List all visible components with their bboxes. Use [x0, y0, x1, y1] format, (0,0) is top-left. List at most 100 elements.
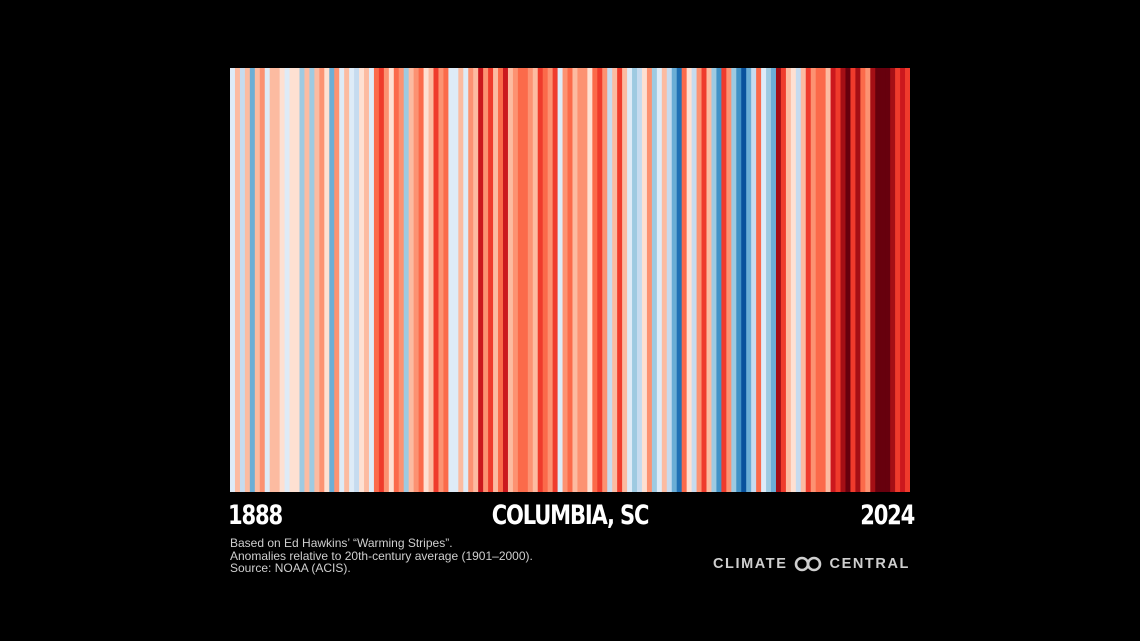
stripe-year-2020 — [885, 68, 891, 492]
stripe-year-2012 — [845, 68, 852, 492]
stripe-year-1979 — [681, 68, 688, 492]
stripe-year-1992 — [746, 68, 752, 492]
note-baseline: Anomalies relative to 20th-century avera… — [230, 548, 533, 563]
stripe-year-1946 — [517, 68, 524, 492]
climate-central-logo: CLIMATE CENTRAL — [713, 556, 910, 572]
stripe-year-1985 — [711, 68, 718, 492]
stripe-year-1921 — [393, 68, 400, 492]
stripe-year-1932 — [448, 68, 454, 492]
stripe-year-1981 — [691, 68, 698, 492]
stripe-year-1947 — [522, 68, 529, 492]
stripe-year-1968 — [627, 68, 633, 492]
stripe-year-1957 — [572, 68, 579, 492]
stripe-year-1980 — [686, 68, 693, 492]
stripe-year-1910 — [339, 68, 345, 492]
stripe-year-1945 — [512, 68, 519, 492]
stripe-year-1967 — [622, 68, 628, 492]
warming-stripes-chart — [230, 68, 910, 492]
stripe-year-1998 — [775, 68, 782, 492]
stripe-year-2013 — [850, 68, 857, 492]
stripe-year-1973 — [651, 68, 658, 492]
stripe-year-2006 — [815, 68, 822, 492]
stripe-year-1941 — [493, 68, 499, 492]
stripe-year-1948 — [527, 68, 534, 492]
stripe-year-1906 — [319, 68, 325, 492]
stripe-year-1983 — [701, 68, 708, 492]
stripe-year-1969 — [632, 68, 638, 492]
note-source: Source: NOAA (ACIS). — [230, 561, 351, 575]
stripe-year-1893 — [254, 68, 261, 492]
stripe-year-2014 — [855, 68, 861, 492]
stripe-year-1960 — [587, 68, 593, 492]
stripe-year-2004 — [805, 68, 812, 492]
stripe-year-2010 — [835, 68, 842, 492]
stripe-year-1919 — [383, 68, 390, 492]
stripe-year-1952 — [547, 68, 554, 492]
stripe-year-1976 — [666, 68, 673, 492]
stripe-year-1898 — [279, 68, 286, 492]
stripe-year-1964 — [607, 68, 613, 492]
stripe-year-1955 — [562, 68, 569, 492]
stripe-year-2000 — [785, 68, 792, 492]
stripe-year-1904 — [309, 68, 315, 492]
stripe-year-1977 — [671, 68, 678, 492]
stripe-year-1970 — [637, 68, 643, 492]
stripe-year-1984 — [706, 68, 713, 492]
stripe-year-1991 — [741, 68, 747, 492]
stripe-year-1961 — [592, 68, 598, 492]
stripe-year-2005 — [810, 68, 817, 492]
stripe-year-1978 — [676, 68, 683, 492]
stripe-year-1896 — [269, 68, 276, 492]
stripe-year-1959 — [582, 68, 588, 492]
stripe-year-1996 — [766, 68, 772, 492]
stripe-year-1924 — [408, 68, 415, 492]
stripe-year-1923 — [403, 68, 410, 492]
stripe-year-1950 — [537, 68, 544, 492]
stripe-year-2009 — [830, 68, 837, 492]
stripe-year-1928 — [428, 68, 435, 492]
stripe-year-1922 — [398, 68, 405, 492]
note-attribution: Based on Ed Hawkins’ “Warming Stripes”. — [230, 536, 453, 550]
stripe-year-1903 — [304, 68, 311, 492]
stripe-year-1939 — [483, 68, 489, 492]
stripe-year-1917 — [373, 68, 380, 492]
stripe-year-2002 — [795, 68, 802, 492]
stripe-year-1936 — [468, 68, 474, 492]
linked-rings-logo-icon — [794, 556, 821, 572]
stripe-year-2019 — [880, 68, 886, 492]
stripe-year-1989 — [731, 68, 737, 492]
stripe-year-2001 — [790, 68, 797, 492]
stripe-year-1951 — [542, 68, 549, 492]
stripe-year-1994 — [756, 68, 762, 492]
stripe-year-1965 — [612, 68, 618, 492]
stripe-year-1901 — [294, 68, 301, 492]
stripe-year-1890 — [239, 68, 246, 492]
stripe-year-1891 — [244, 68, 251, 492]
end-year-label: 2024 — [860, 500, 915, 531]
stripe-year-1986 — [716, 68, 722, 492]
stripe-year-1902 — [299, 68, 306, 492]
stripe-year-1912 — [349, 68, 355, 492]
stripe-year-1962 — [597, 68, 603, 492]
stripe-year-1971 — [641, 68, 648, 492]
stripe-year-1937 — [473, 68, 479, 492]
stripe-year-1927 — [423, 68, 430, 492]
stripe-year-1897 — [274, 68, 281, 492]
stripe-year-1942 — [498, 68, 504, 492]
stripe-year-1920 — [388, 68, 395, 492]
stripe-year-2015 — [860, 68, 866, 492]
stripe-year-1956 — [567, 68, 574, 492]
stripe-year-1990 — [736, 68, 742, 492]
stripe-year-1943 — [502, 68, 509, 492]
stripe-year-1953 — [552, 68, 559, 492]
stripe-year-1918 — [378, 68, 385, 492]
stripe-year-1914 — [359, 68, 365, 492]
stripe-year-1929 — [433, 68, 440, 492]
stripe-year-1966 — [617, 68, 623, 492]
stripe-year-1988 — [726, 68, 732, 492]
chart-title: COLUMBIA, SC — [491, 500, 650, 531]
stripe-year-1911 — [344, 68, 350, 492]
stripe-year-1999 — [780, 68, 787, 492]
stripe-year-1963 — [602, 68, 608, 492]
stripe-year-1905 — [314, 68, 320, 492]
